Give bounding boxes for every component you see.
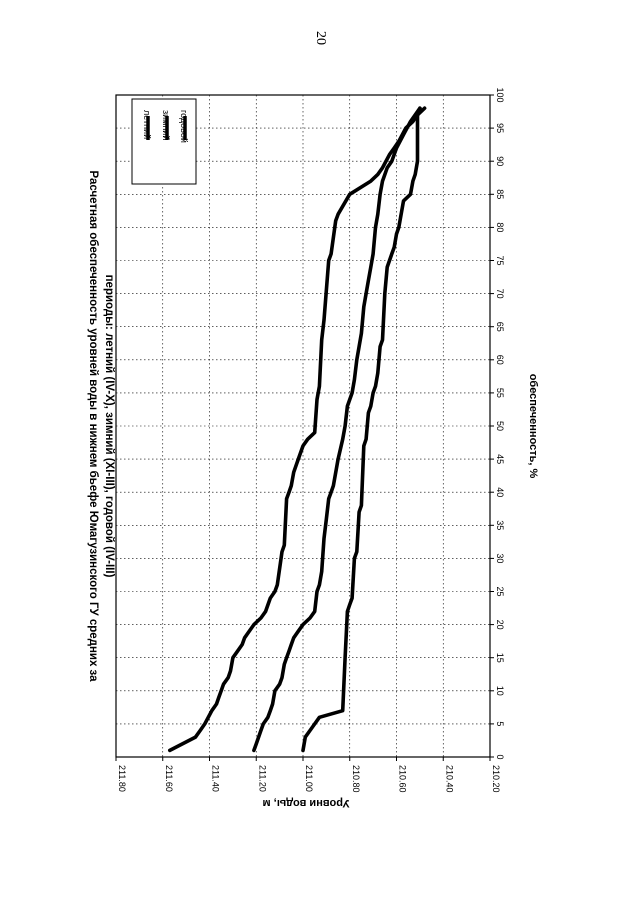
y-tick-label: 211.20	[257, 765, 267, 792]
y-tick-label: 210.40	[444, 765, 454, 793]
y-tick-label: 210.60	[398, 765, 408, 793]
legend-box	[131, 98, 197, 185]
x-tick-label: 70	[495, 289, 505, 299]
legend: летний зимний годовой	[131, 98, 197, 185]
x-tick-label: 55	[495, 388, 505, 398]
x-tick-labels: 0 5 10 15 20 25 30 35 40 45 50 55 60 65 70 75 80 85 90 95 10…	[490, 87, 505, 760]
y-tick-label: 211.60	[164, 765, 174, 792]
x-tick-label: 20	[495, 620, 505, 630]
legend-label-godovoy: годовой	[179, 110, 189, 143]
x-tick-label: 100	[495, 87, 505, 102]
x-tick-label: 10	[495, 686, 505, 696]
x-tick-label: 25	[495, 586, 505, 596]
plot-area	[115, 94, 491, 758]
x-tick-label: 45	[495, 454, 505, 464]
legend-label-letniy: летний	[142, 110, 152, 139]
x-tick-label: 5	[495, 721, 505, 726]
x-tick-label: 0	[495, 754, 505, 759]
legend-label-zimniy: зимний	[161, 110, 171, 140]
x-tick-label: 30	[495, 553, 505, 563]
x-tick-label: 85	[495, 189, 505, 199]
y-axis-label: Уровни воды, м	[263, 797, 350, 809]
y-tick-label: 211.40	[211, 765, 221, 792]
y-tick-label: 210.20	[491, 765, 501, 793]
x-tick-label: 75	[495, 255, 505, 265]
chart-title-line-2: периоды: летний (IV-X), зимний (XI-III),…	[103, 275, 115, 578]
series-lines	[168, 106, 427, 753]
x-tick-label: 40	[495, 487, 505, 497]
x-tick-label: 65	[495, 322, 505, 332]
x-tick-label: 80	[495, 222, 505, 232]
y-tick-label: 211.00	[304, 765, 314, 792]
series-line-letniy	[168, 106, 427, 753]
series-line-godovoy	[301, 106, 422, 753]
x-tick-label: 95	[495, 123, 505, 133]
x-axis-label: обеспеченность, %	[527, 374, 539, 479]
y-tick-labels: 210.20 210.40 210.60 210.80 211.00 211.20 211.…	[115, 757, 501, 793]
y-tick-label: 211.80	[117, 765, 127, 792]
x-tick-label: 50	[495, 421, 505, 431]
x-tick-label: 90	[495, 156, 505, 166]
chart-title-line-1: Расчетная обеспеченность уровней воды в …	[87, 170, 99, 682]
x-tick-label: 35	[495, 520, 505, 530]
x-tick-label: 60	[495, 355, 505, 365]
series-line-zimniy	[252, 106, 422, 753]
y-tick-label: 210.80	[351, 765, 361, 793]
x-tick-label: 15	[495, 653, 505, 663]
